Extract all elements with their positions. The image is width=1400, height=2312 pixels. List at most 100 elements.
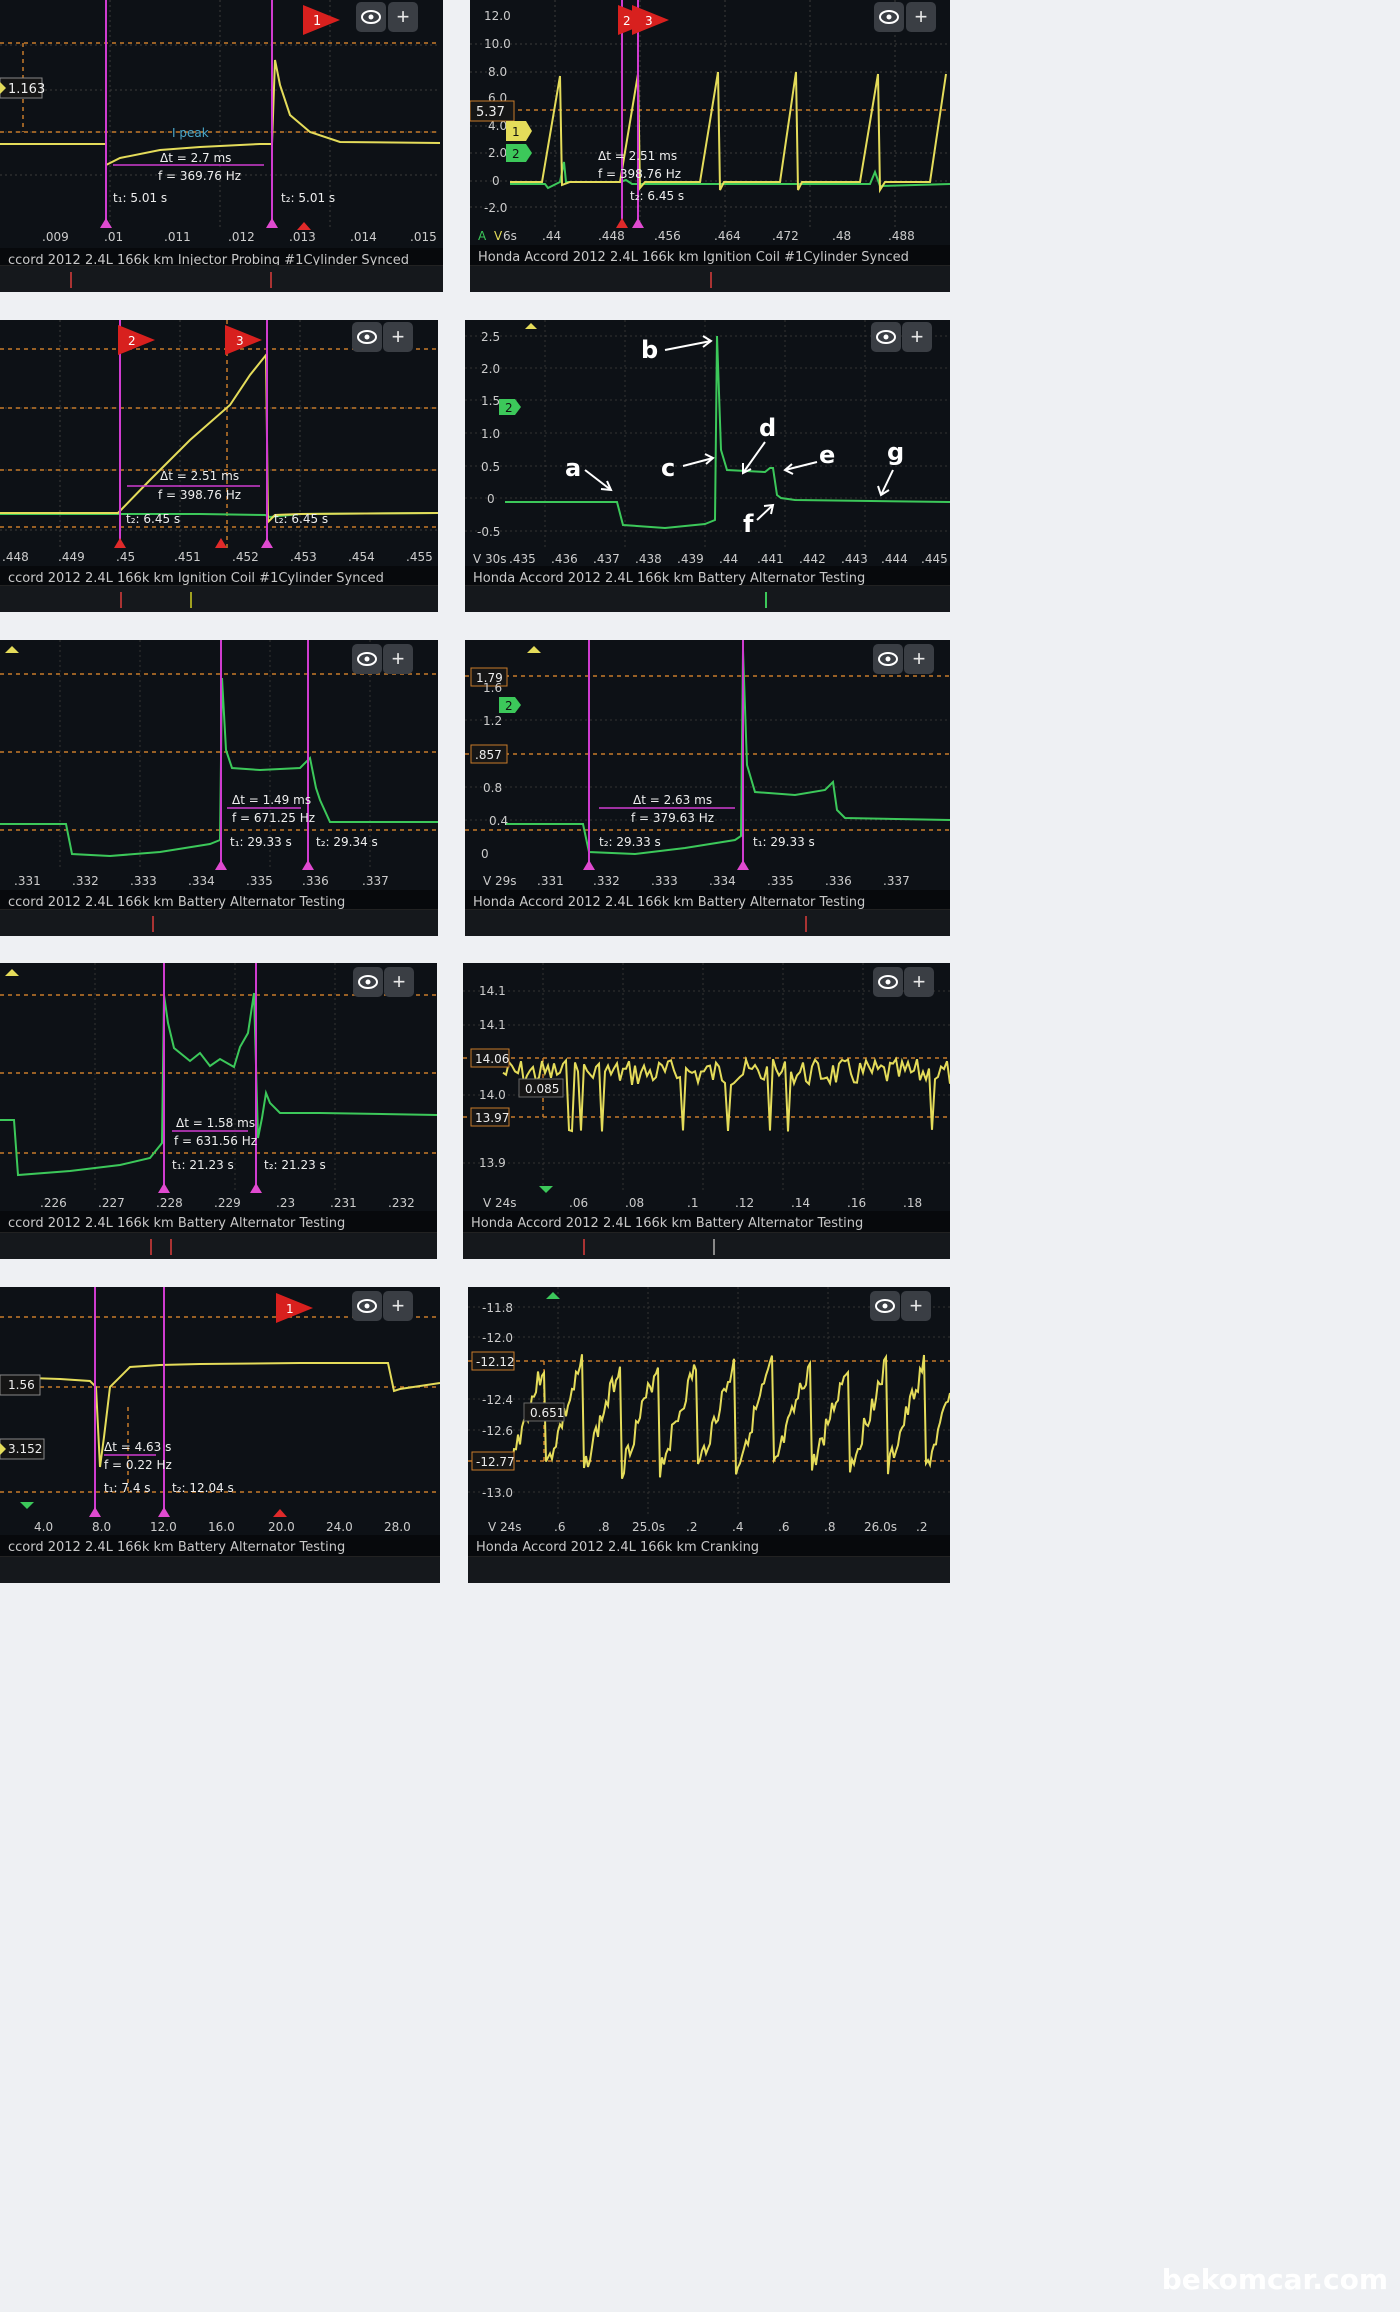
visibility-button[interactable] (874, 2, 904, 32)
visibility-button[interactable] (352, 644, 382, 674)
alternator-trace (505, 649, 950, 856)
eye-icon (875, 1299, 895, 1313)
svg-text:28.0: 28.0 (384, 1520, 411, 1534)
timeline-strip[interactable] (465, 585, 950, 612)
svg-text:.6: .6 (554, 1520, 565, 1534)
marker-value: -12.77 (476, 1455, 515, 1469)
battery-voltage-trace (502, 1055, 950, 1133)
svg-text:.436: .436 (551, 552, 578, 566)
timeline-strip[interactable] (0, 585, 438, 612)
svg-text:1: 1 (512, 125, 520, 139)
add-button[interactable]: + (904, 644, 934, 674)
svg-text:.014: .014 (350, 230, 377, 244)
svg-text:Δt = 1.49 ms: Δt = 1.49 ms (232, 793, 311, 807)
eye-icon (878, 975, 898, 989)
svg-text:.335: .335 (246, 874, 273, 888)
visibility-button[interactable] (871, 322, 901, 352)
svg-text:.332: .332 (593, 874, 620, 888)
scope-panel-alternator-3: Δt = 1.58 ms f = 631.56 Hz t₁: 21.23 s t… (0, 963, 437, 1259)
add-button[interactable]: + (388, 2, 418, 32)
svg-text:.1: .1 (687, 1196, 698, 1210)
svg-text:24s: 24s (500, 1520, 522, 1534)
add-button[interactable]: + (383, 644, 413, 674)
svg-text:.013: .013 (289, 230, 316, 244)
timeline-strip[interactable] (463, 1232, 950, 1259)
ignition-trace-green (510, 161, 950, 190)
svg-text:Δt = 2.51 ms: Δt = 2.51 ms (598, 149, 677, 163)
svg-text:.2: .2 (686, 1520, 697, 1534)
svg-text:12.0: 12.0 (484, 9, 511, 23)
add-button[interactable]: + (904, 967, 934, 997)
add-button[interactable]: + (383, 322, 413, 352)
svg-text:14.0: 14.0 (479, 1088, 506, 1102)
svg-text:.331: .331 (537, 874, 564, 888)
svg-text:2: 2 (128, 334, 136, 348)
add-button[interactable]: + (901, 1291, 931, 1321)
alternator-trace (505, 335, 950, 530)
svg-text:.445: .445 (921, 552, 948, 566)
timeline-strip[interactable] (465, 909, 950, 936)
svg-text:2: 2 (505, 699, 513, 713)
svg-text:.2: .2 (916, 1520, 927, 1534)
svg-text:t₂: 6.45 s: t₂: 6.45 s (126, 512, 180, 526)
timeline-strip[interactable] (0, 265, 443, 292)
scope-panel-alternator-2: 1.79 2 .857 1.6 1.2 0.8 0.4 0 Δt = 2.63 ms… (465, 640, 950, 936)
svg-text:24.0: 24.0 (326, 1520, 353, 1534)
svg-text:14.1: 14.1 (479, 984, 506, 998)
svg-text:.335: .335 (767, 874, 794, 888)
svg-text:.232: .232 (388, 1196, 415, 1210)
svg-text:16.0: 16.0 (208, 1520, 235, 1534)
add-button[interactable]: + (902, 322, 932, 352)
svg-text:-12.4: -12.4 (482, 1393, 513, 1407)
svg-text:1: 1 (286, 1302, 294, 1316)
svg-text:0.085: 0.085 (525, 1082, 559, 1096)
visibility-button[interactable] (873, 967, 903, 997)
svg-text:.437: .437 (593, 552, 620, 566)
svg-text:.18: .18 (903, 1196, 922, 1210)
visibility-button[interactable] (352, 322, 382, 352)
svg-text:t₂: 12.04 s: t₂: 12.04 s (172, 1481, 234, 1495)
scope-panel-ignition-coil: 2 3 12.0 10.0 8.0 6.0 4.0 2.0 0 -2.0 5.37 1 … (470, 0, 950, 292)
visibility-button[interactable] (873, 644, 903, 674)
add-button[interactable]: + (906, 2, 936, 32)
svg-text:.229: .229 (214, 1196, 241, 1210)
timeline-strip[interactable] (470, 265, 950, 292)
svg-text:t₂: 6.45 s: t₂: 6.45 s (630, 189, 684, 203)
svg-text:.12: .12 (735, 1196, 754, 1210)
svg-text:.8: .8 (598, 1520, 609, 1534)
timeline-strip[interactable] (0, 1232, 437, 1259)
add-button[interactable]: + (383, 1291, 413, 1321)
svg-text:t₁: 29.33 s: t₁: 29.33 s (230, 835, 292, 849)
svg-text:Δt = 2.7 ms: Δt = 2.7 ms (160, 151, 231, 165)
svg-text:f = 369.76 Hz: f = 369.76 Hz (158, 169, 241, 183)
svg-text:f = 398.76 Hz: f = 398.76 Hz (158, 488, 241, 502)
visibility-button[interactable] (870, 1291, 900, 1321)
timeline-strip[interactable] (0, 909, 438, 936)
timeline-strip[interactable] (468, 1556, 950, 1583)
svg-text:.015: .015 (410, 230, 437, 244)
flag-marker-3 (632, 5, 669, 35)
svg-text:.23: .23 (276, 1196, 295, 1210)
visibility-button[interactable] (352, 1291, 382, 1321)
svg-text:2: 2 (623, 14, 631, 28)
marker-value: 1.79 (476, 671, 503, 685)
marker-value: 1.163 (8, 82, 45, 97)
svg-text:6s: 6s (503, 229, 517, 243)
visibility-button[interactable] (353, 967, 383, 997)
timeline-strip[interactable] (0, 1556, 440, 1583)
svg-text:c: c (661, 454, 675, 482)
svg-text:2: 2 (512, 147, 520, 161)
waveform-plot: 1 1.56 3.152 Δt = 4.63 s f = 0.22 Hz t₁:… (0, 1287, 440, 1534)
waveform-plot: 2 3 Δt = 2.51 ms f = 398.76 Hz t₂: 6.45 … (0, 320, 438, 564)
svg-text:.009: .009 (42, 230, 69, 244)
svg-text:.334: .334 (709, 874, 736, 888)
svg-text:.012: .012 (228, 230, 255, 244)
waveform-plot: Δt = 1.49 ms f = 671.25 Hz t₁: 29.33 s t… (0, 640, 438, 888)
svg-text:2: 2 (505, 401, 513, 415)
marker-value: -12.12 (476, 1355, 515, 1369)
svg-text:.452: .452 (232, 550, 259, 564)
visibility-button[interactable] (356, 2, 386, 32)
svg-text:0: 0 (481, 847, 489, 861)
svg-text:-0.5: -0.5 (477, 525, 500, 539)
add-button[interactable]: + (384, 967, 414, 997)
